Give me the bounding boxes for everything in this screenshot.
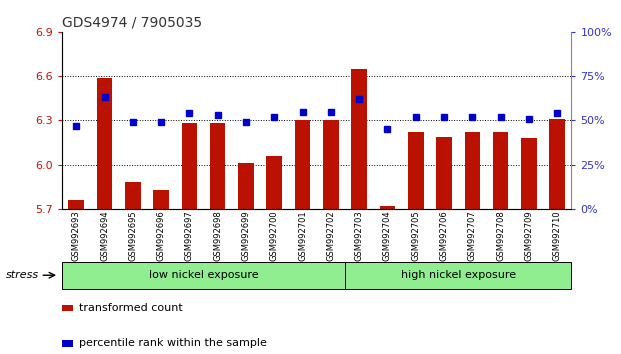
Bar bbox=[62, 262, 345, 289]
Bar bbox=[379, 206, 395, 209]
Bar bbox=[266, 156, 282, 209]
Bar bbox=[351, 69, 367, 209]
Text: high nickel exposure: high nickel exposure bbox=[401, 270, 515, 280]
Bar bbox=[238, 163, 254, 209]
Bar bbox=[68, 200, 84, 209]
Text: transformed count: transformed count bbox=[79, 303, 183, 313]
Bar bbox=[62, 340, 73, 347]
Text: low nickel exposure: low nickel exposure bbox=[149, 270, 258, 280]
Bar bbox=[62, 305, 73, 311]
Bar bbox=[323, 120, 338, 209]
Bar bbox=[97, 78, 112, 209]
Bar bbox=[436, 137, 452, 209]
Bar bbox=[345, 262, 571, 289]
Bar bbox=[493, 132, 509, 209]
Bar bbox=[210, 123, 225, 209]
Bar bbox=[153, 190, 169, 209]
Text: stress: stress bbox=[6, 270, 39, 280]
Bar bbox=[295, 120, 310, 209]
Bar bbox=[521, 138, 537, 209]
Bar bbox=[550, 119, 565, 209]
Bar bbox=[125, 182, 140, 209]
Bar bbox=[408, 132, 424, 209]
Bar bbox=[181, 123, 197, 209]
Text: percentile rank within the sample: percentile rank within the sample bbox=[79, 338, 268, 348]
Text: GDS4974 / 7905035: GDS4974 / 7905035 bbox=[62, 16, 202, 30]
Bar bbox=[465, 132, 480, 209]
